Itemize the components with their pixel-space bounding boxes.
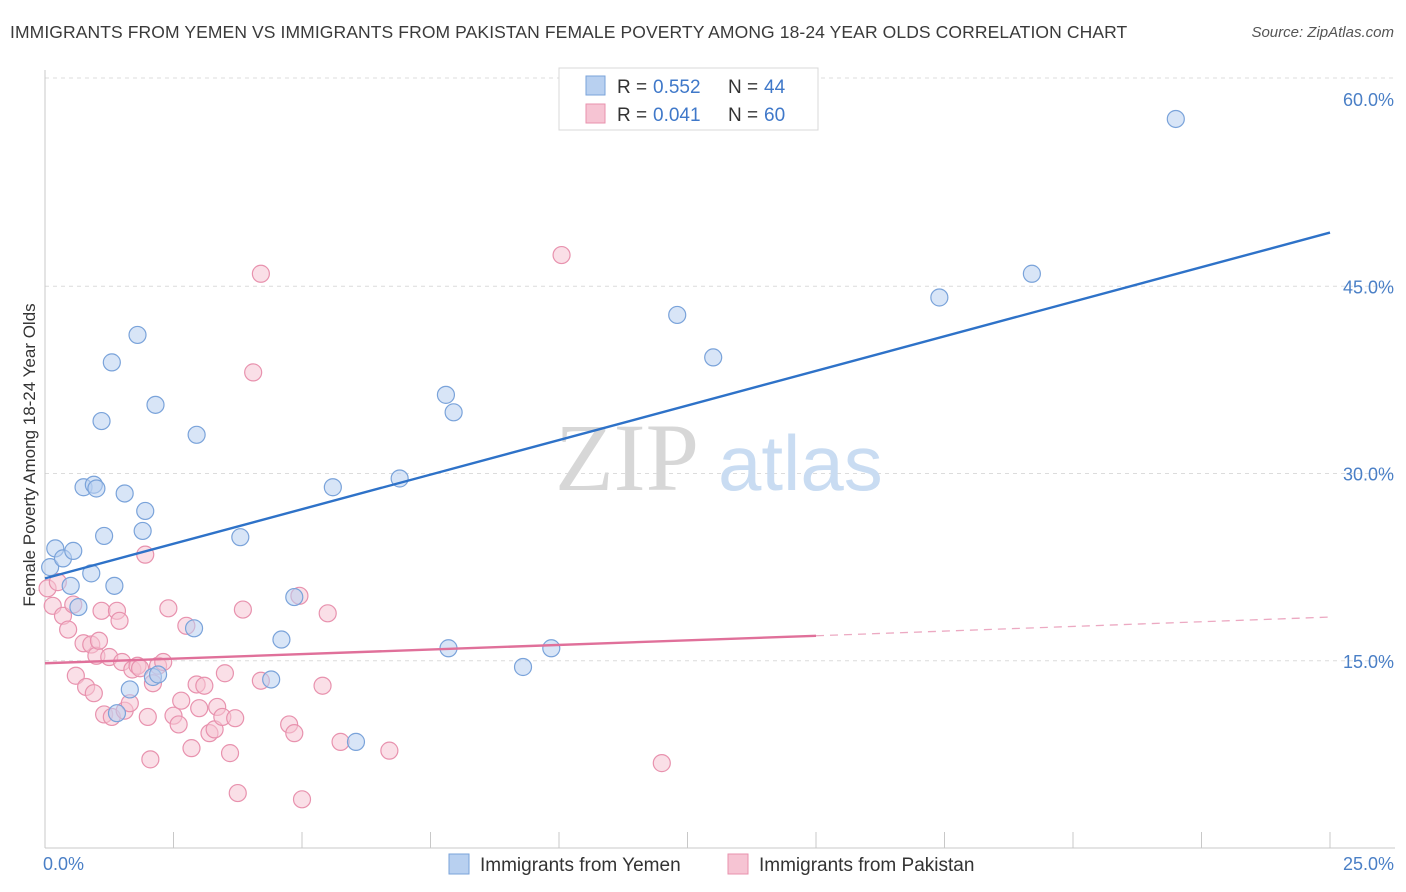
pakistan-point: [233, 600, 252, 619]
yemen-point: [184, 619, 204, 638]
series-legend-label-yemen: Immigrants from Yemen: [480, 855, 681, 876]
series-legend-label-pakistan: Immigrants from Pakistan: [759, 855, 974, 876]
yemen-point: [64, 541, 83, 560]
yemen-point: [272, 630, 291, 649]
y-tick-label: 45.0%: [1343, 277, 1394, 297]
y-axis-title: Female Poverty Among 18-24 Year Olds: [20, 303, 39, 606]
yemen-point: [102, 353, 121, 372]
pakistan-point: [169, 715, 188, 734]
pakistan-trend-line: [44, 634, 817, 665]
pakistan-point: [141, 750, 160, 769]
yemen-point: [704, 348, 723, 367]
pakistan-point: [313, 676, 332, 695]
legend-n-label-yemen: N =: [728, 77, 758, 98]
yemen-trend-line: [44, 231, 1331, 580]
yemen-point: [542, 639, 561, 658]
watermark: ZIP atlas: [555, 404, 883, 511]
yemen-point: [107, 704, 127, 723]
yemen-point: [444, 403, 463, 422]
legend-swatch-pakistan: [585, 103, 606, 124]
x-tick-label: 0.0%: [43, 854, 84, 874]
pakistan-point: [89, 631, 109, 650]
series-legend: Immigrants from Yemen Immigrants from Pa…: [448, 853, 974, 876]
yemen-point: [61, 576, 80, 595]
y-tick-label: 30.0%: [1343, 465, 1394, 485]
yemen-point: [120, 680, 139, 699]
legend-n-value-yemen: 44: [764, 77, 786, 98]
pakistan-point: [244, 363, 263, 382]
pakistan-point: [652, 754, 671, 773]
yemen-point: [1022, 264, 1041, 283]
yemen-point: [513, 657, 533, 677]
yemen-point: [323, 478, 342, 497]
yemen-points: [41, 109, 1185, 751]
pakistan-point: [92, 601, 111, 620]
axis-layer: [44, 70, 1395, 849]
yemen-point: [128, 325, 147, 345]
trend-layer: [44, 231, 1331, 665]
pakistan-point: [226, 709, 245, 728]
pakistan-point: [59, 620, 78, 639]
yemen-point: [1166, 109, 1185, 129]
legend-r-value-yemen: 0.552: [653, 77, 701, 98]
pakistan-point: [552, 245, 571, 265]
pakistan-point: [110, 611, 129, 630]
yemen-point: [133, 521, 152, 541]
x-tick-label: 25.0%: [1343, 854, 1394, 874]
yemen-point: [87, 479, 106, 498]
watermark-atlas: atlas: [718, 419, 883, 507]
yemen-point: [436, 385, 456, 404]
pakistan-point: [285, 724, 304, 743]
stats-legend: R = 0.552 N = 44 R = 0.041 N = 60: [558, 67, 819, 131]
legend-r-value-pakistan: 0.041: [653, 105, 701, 126]
yemen-point: [285, 587, 304, 607]
yemen-point: [69, 597, 88, 617]
chart-title: IMMIGRANTS FROM YEMEN VS IMMIGRANTS FROM…: [10, 22, 1128, 42]
yemen-point: [146, 395, 165, 414]
yemen-point: [231, 528, 250, 547]
pakistan-point: [172, 691, 191, 710]
pakistan-point: [318, 604, 337, 623]
legend-r-label-yemen: R =: [617, 77, 647, 98]
yemen-point: [41, 558, 60, 577]
yemen-point: [136, 501, 155, 521]
chart-source: Source: ZipAtlas.com: [1251, 24, 1394, 41]
legend-n-value-pakistan: 60: [764, 105, 785, 126]
yemen-point: [346, 732, 366, 751]
pakistan-point: [182, 739, 201, 758]
series-legend-swatch-pakistan: [727, 853, 749, 875]
pakistan-point: [66, 666, 85, 685]
pakistan-point: [84, 684, 103, 703]
pakistan-point: [380, 741, 399, 760]
series-legend-swatch-yemen: [448, 853, 470, 875]
pakistan-point: [195, 676, 214, 695]
yemen-point: [92, 411, 111, 431]
pakistan-point: [190, 699, 209, 718]
pakistan-point: [228, 783, 247, 803]
legend-swatch-yemen: [585, 75, 606, 96]
yemen-point: [95, 526, 114, 546]
legend-r-label-pakistan: R =: [617, 105, 647, 126]
yemen-point: [105, 576, 124, 595]
pakistan-point: [220, 744, 240, 763]
yemen-point: [930, 288, 949, 307]
yemen-point: [668, 305, 687, 325]
yemen-point: [148, 665, 168, 684]
pakistan-point: [292, 790, 312, 809]
legend-n-label-pakistan: N =: [728, 105, 758, 126]
pakistan-trend-extension: [815, 616, 1331, 637]
watermark-zip: ZIP: [555, 404, 699, 511]
pakistan-point: [251, 264, 270, 283]
yemen-point: [262, 670, 281, 689]
tick-labels: 15.0% 30.0% 45.0% 60.0% 0.0% 25.0%: [43, 90, 1394, 874]
pakistan-point: [138, 707, 157, 727]
pakistan-point: [215, 664, 234, 683]
yemen-point: [115, 484, 134, 503]
pakistan-point: [159, 599, 178, 618]
y-tick-label: 60.0%: [1343, 90, 1394, 110]
yemen-point: [187, 425, 206, 444]
pakistan-point: [331, 732, 350, 751]
y-tick-label: 15.0%: [1343, 652, 1394, 672]
